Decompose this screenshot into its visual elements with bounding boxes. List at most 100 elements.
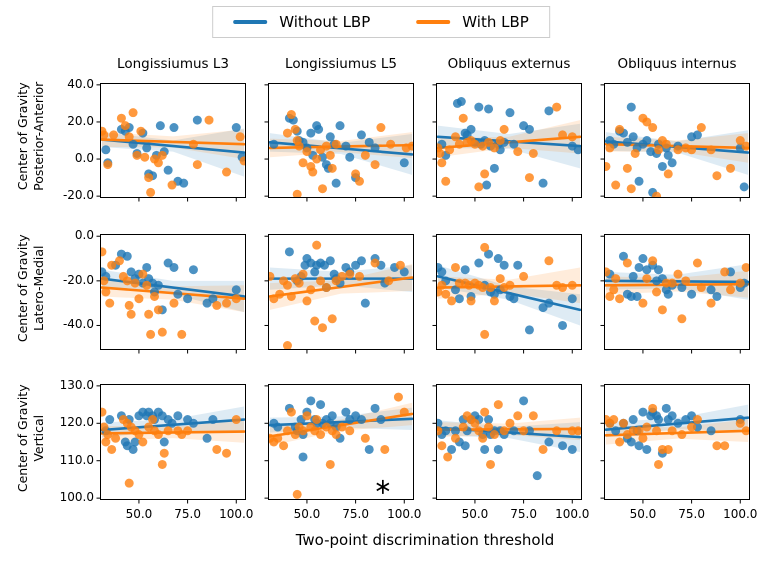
- significance-asterisk: [376, 479, 390, 494]
- data-point-without-lbp: [169, 262, 179, 272]
- data-point-with-lbp: [177, 329, 187, 339]
- data-point-with-lbp: [681, 276, 691, 286]
- data-point-without-lbp: [163, 165, 173, 175]
- data-point-without-lbp: [509, 426, 519, 436]
- data-point-without-lbp: [231, 285, 241, 295]
- legend-line-without-lbp-icon: [233, 20, 268, 24]
- data-point-with-lbp: [231, 294, 241, 304]
- data-point-with-lbp: [128, 108, 138, 118]
- data-point-with-lbp: [661, 139, 671, 149]
- subplot-r0-c1: [264, 83, 414, 202]
- data-point-with-lbp: [573, 426, 582, 436]
- data-point-without-lbp: [188, 265, 198, 275]
- data-point-with-lbp: [436, 148, 445, 158]
- data-point-with-lbp: [741, 426, 750, 436]
- axes-box: [100, 234, 246, 350]
- data-point-with-lbp: [618, 418, 628, 428]
- data-point-with-lbp: [308, 167, 318, 177]
- data-point-with-lbp: [111, 433, 121, 443]
- data-point-with-lbp: [648, 123, 658, 133]
- data-point-without-lbp: [484, 249, 494, 259]
- data-point-with-lbp: [105, 298, 115, 308]
- row-label-line2: Vertical: [31, 414, 46, 462]
- data-point-with-lbp: [499, 426, 509, 436]
- data-point-with-lbp: [437, 158, 447, 168]
- data-point-with-lbp: [458, 113, 468, 123]
- data-point-with-lbp: [642, 274, 652, 284]
- data-point-with-lbp: [294, 141, 304, 151]
- data-point-with-lbp: [478, 283, 488, 293]
- x-tick-label: 75.0: [510, 507, 537, 521]
- axes-box: [268, 234, 414, 350]
- data-point-without-lbp: [306, 396, 316, 406]
- axes-box: [436, 384, 582, 500]
- data-point-with-lbp: [354, 176, 364, 186]
- data-point-without-lbp: [284, 247, 294, 257]
- data-point-with-lbp: [292, 489, 302, 499]
- data-point-with-lbp: [667, 426, 677, 436]
- data-point-with-lbp: [630, 148, 640, 158]
- data-point-with-lbp: [325, 459, 335, 469]
- data-point-with-lbp: [706, 145, 716, 155]
- data-point-with-lbp: [157, 459, 167, 469]
- data-point-without-lbp: [345, 152, 355, 162]
- data-point-without-lbp: [706, 285, 716, 295]
- data-point-with-lbp: [486, 283, 496, 293]
- data-point-with-lbp: [441, 289, 451, 299]
- row-label-line1: Center of Gravity: [14, 82, 30, 191]
- data-point-without-lbp: [611, 426, 621, 436]
- data-point-with-lbp: [312, 240, 322, 250]
- data-point-with-lbp: [567, 280, 577, 290]
- x-tick-label: 75.0: [678, 507, 705, 521]
- y-tick-label: 40.0: [67, 76, 94, 91]
- data-point-with-lbp: [124, 132, 134, 142]
- data-point-without-lbp: [441, 426, 451, 436]
- data-point-without-lbp: [399, 158, 409, 168]
- subplot-r2-c2: [432, 384, 582, 504]
- data-point-with-lbp: [673, 145, 683, 155]
- data-point-with-lbp: [157, 150, 167, 160]
- data-point-with-lbp: [101, 437, 111, 447]
- data-point-with-lbp: [652, 426, 662, 436]
- data-point-without-lbp: [567, 294, 577, 304]
- data-point-without-lbp: [654, 415, 664, 425]
- data-point-with-lbp: [212, 300, 222, 310]
- data-point-without-lbp: [628, 415, 638, 425]
- data-point-with-lbp: [345, 426, 355, 436]
- data-point-with-lbp: [103, 160, 113, 170]
- data-point-with-lbp: [677, 430, 687, 440]
- data-point-with-lbp: [615, 124, 625, 134]
- x-tick-label: 50.0: [125, 507, 153, 521]
- data-point-with-lbp: [720, 441, 730, 451]
- data-point-without-lbp: [474, 102, 484, 112]
- data-point-with-lbp: [231, 415, 241, 425]
- data-point-with-lbp: [150, 291, 160, 301]
- data-point-with-lbp: [167, 180, 177, 190]
- data-point-without-lbp: [179, 178, 189, 188]
- data-point-with-lbp: [480, 169, 490, 179]
- data-point-without-lbp: [573, 145, 582, 155]
- regression-line-without-lbp: [268, 141, 414, 156]
- data-point-with-lbp: [692, 258, 702, 268]
- data-point-with-lbp: [654, 145, 664, 155]
- data-point-with-lbp: [126, 309, 136, 319]
- data-point-with-lbp: [437, 441, 447, 451]
- data-point-without-lbp: [638, 407, 648, 417]
- data-point-with-lbp: [735, 278, 745, 288]
- data-point-with-lbp: [148, 415, 158, 425]
- data-point-with-lbp: [130, 278, 140, 288]
- subplot-r0-c2: [432, 83, 582, 202]
- data-point-with-lbp: [735, 136, 745, 145]
- axes-box: [604, 384, 750, 500]
- x-tick-label: 50.0: [629, 507, 657, 521]
- data-point-without-lbp: [126, 267, 136, 277]
- data-point-with-lbp: [615, 437, 625, 447]
- data-point-with-lbp: [474, 182, 484, 192]
- data-point-without-lbp: [667, 158, 677, 168]
- data-point-with-lbp: [692, 415, 702, 425]
- data-point-without-lbp: [484, 415, 494, 425]
- data-point-with-lbp: [380, 444, 390, 454]
- regression-line-with-lbp: [100, 430, 246, 435]
- data-point-without-lbp: [544, 437, 554, 447]
